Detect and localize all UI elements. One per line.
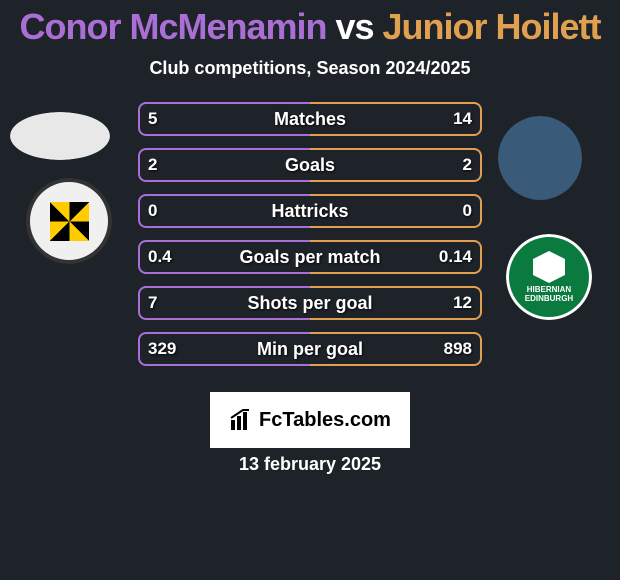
stat-value-right: 898: [444, 332, 472, 366]
stat-value-right: 2: [463, 148, 472, 182]
player1-club-badge: [26, 178, 112, 264]
stat-label: Min per goal: [0, 332, 620, 366]
brand-icon: [229, 408, 253, 432]
stat-value-left: 0: [148, 194, 157, 228]
player2-name: Junior Hoilett: [383, 6, 601, 47]
title-vs: vs: [326, 6, 382, 47]
stat-value-right: 12: [453, 286, 472, 320]
player1-photo: [10, 112, 110, 160]
brand-watermark: FcTables.com: [210, 392, 410, 448]
player1-name: Conor McMenamin: [19, 6, 326, 47]
stat-value-left: 7: [148, 286, 157, 320]
stat-value-right: 14: [453, 102, 472, 136]
stat-value-left: 5: [148, 102, 157, 136]
page-title: Conor McMenamin vs Junior Hoilett: [0, 0, 620, 48]
brand-text: FcTables.com: [259, 409, 391, 432]
player2-photo: [498, 116, 582, 200]
stat-value-left: 0.4: [148, 240, 172, 274]
infographic-date: 13 february 2025: [0, 454, 620, 475]
subtitle: Club competitions, Season 2024/2025: [0, 58, 620, 79]
stat-value-left: 329: [148, 332, 176, 366]
club-badge-text-bot: EDINBURGH: [525, 294, 573, 303]
club-badge-text-top: HIBERNIAN: [527, 285, 571, 294]
stat-value-left: 2: [148, 148, 157, 182]
stat-value-right: 0.14: [439, 240, 472, 274]
stat-row: Min per goal329 898: [0, 332, 620, 366]
stat-value-right: 0: [463, 194, 472, 228]
player2-club-badge: HIBERNIAN EDINBURGH: [506, 234, 592, 320]
